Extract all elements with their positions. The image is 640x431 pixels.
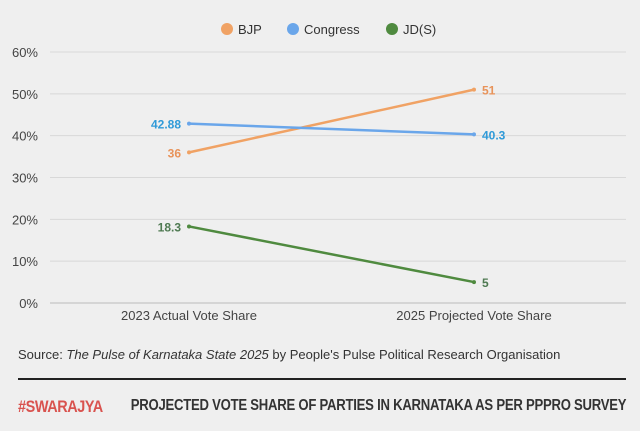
y-tick-label: 60% (12, 45, 38, 60)
data-label: 42.88 (151, 118, 181, 132)
source-suffix: by People's Pulse Political Research Org… (268, 347, 561, 362)
chart-title: PROJECTED VOTE SHARE OF PARTIES IN KARNA… (130, 397, 626, 414)
divider (18, 378, 626, 380)
y-tick-label: 10% (12, 254, 38, 269)
data-label: 5 (482, 276, 489, 290)
data-label: 40.3 (482, 128, 506, 142)
data-point (472, 132, 476, 137)
data-label: 18.3 (158, 220, 182, 234)
legend-marker (386, 23, 398, 35)
legend-marker (287, 23, 299, 35)
data-point (187, 224, 191, 229)
x-tick-label: 2023 Actual Vote Share (121, 308, 257, 323)
data-label: 36 (168, 146, 182, 160)
brand-logo: #SWARAJYA (18, 397, 103, 416)
data-label: 51 (482, 84, 496, 98)
source-title: The Pulse of Karnataka State 2025 (66, 347, 269, 362)
y-tick-label: 30% (12, 171, 38, 186)
source-prefix: Source: (18, 347, 67, 362)
y-tick-label: 50% (12, 87, 38, 102)
series-line (188, 88, 475, 154)
data-point (472, 87, 476, 92)
data-point (472, 280, 476, 285)
y-tick-label: 40% (12, 129, 38, 144)
legend-marker (221, 23, 233, 35)
legend-label: Congress (304, 22, 360, 37)
x-tick-label: 2025 Projected Vote Share (396, 308, 551, 323)
data-point (187, 150, 191, 155)
series-line (188, 225, 475, 284)
line-chart: 0% 10% 20% 30% 40% 50% 60% 2023 Actual Vote Sha… (12, 22, 626, 323)
series-line (188, 122, 475, 136)
legend-label: JD(S) (403, 22, 436, 37)
legend-label: BJP (238, 22, 262, 37)
data-point (187, 121, 191, 126)
y-tick-label: 0% (19, 296, 38, 311)
y-tick-label: 20% (12, 212, 38, 227)
source-note: Source: The Pulse of Karnataka State 202… (18, 347, 560, 362)
